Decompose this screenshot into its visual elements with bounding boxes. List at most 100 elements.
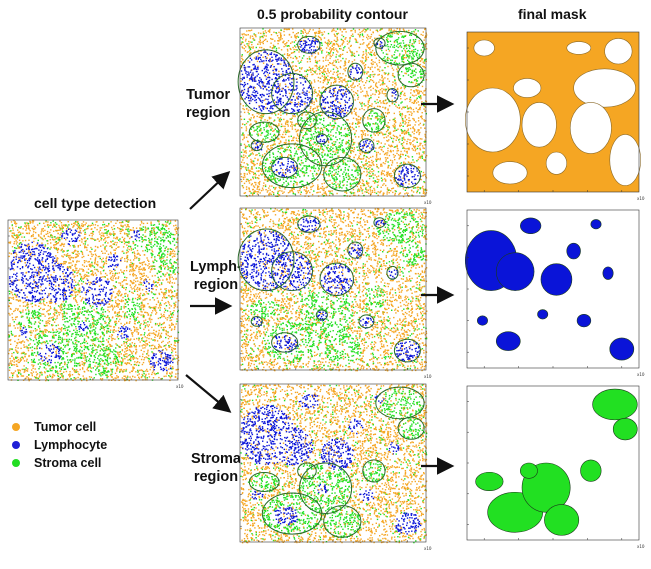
mask-stroma-blob-5 bbox=[475, 471, 504, 492]
region-label-stroma-line1: Stroma bbox=[191, 451, 241, 467]
mask-lymph-blob-10 bbox=[537, 309, 549, 320]
region-label-tumor-line2: region bbox=[186, 105, 231, 121]
contour-1-contour-8 bbox=[358, 314, 375, 329]
region-label-lymph: Lymph- region bbox=[190, 258, 242, 294]
region-label-stroma-line2: region bbox=[193, 469, 239, 485]
contour-0-contour-6 bbox=[271, 156, 299, 179]
contour-0-contour-17 bbox=[248, 121, 280, 143]
contour-0-contour-14 bbox=[323, 156, 362, 192]
contour-panel-lymph: x10⁴ bbox=[232, 204, 432, 380]
contour-1-contour-0 bbox=[237, 228, 295, 292]
contour-map-stroma: x10⁴ bbox=[239, 383, 432, 551]
contour-0-cells bbox=[240, 28, 428, 198]
contour-0-contour-16 bbox=[397, 62, 425, 88]
contour-2-contours bbox=[248, 386, 425, 538]
contour-0-contour-0 bbox=[237, 49, 295, 115]
contour-1-contour-5 bbox=[373, 217, 386, 228]
contour-0-contours bbox=[237, 30, 425, 192]
cell-detection-panel: x10⁴ bbox=[4, 218, 184, 388]
mask-tumor-hole-6 bbox=[492, 161, 528, 185]
contour-0-contour-3 bbox=[297, 35, 321, 54]
contour-panel-tumor: x10⁴ bbox=[232, 24, 432, 206]
mask-stroma-blob-7 bbox=[520, 462, 538, 479]
contour-1-contour-10 bbox=[315, 309, 328, 321]
contour-0-contour-15 bbox=[375, 30, 425, 66]
contour-0-contour-18 bbox=[362, 108, 386, 133]
mask-tumor-hole-5 bbox=[609, 134, 642, 186]
mask-lymph-blob-8 bbox=[576, 313, 592, 328]
contour-2-contour-5 bbox=[248, 471, 280, 492]
mask-map-stroma: x10⁴ bbox=[466, 385, 645, 549]
mask-tumor-hole-7 bbox=[566, 41, 592, 55]
mask-panel-stroma: x10⁴ bbox=[455, 380, 645, 552]
legend-swatch-tumor bbox=[12, 423, 20, 431]
region-label-lymph-line2: region bbox=[193, 277, 239, 293]
contour-map-lymph: x10⁴ bbox=[237, 207, 432, 379]
contour-0-contour-8 bbox=[358, 138, 375, 153]
mask-column-header: final mask bbox=[518, 6, 587, 22]
mask-tumor-exp-label: x10⁴ bbox=[637, 196, 645, 201]
contour-map-tumor: x10⁴ bbox=[237, 27, 432, 205]
contour-1-contour-4 bbox=[347, 241, 364, 259]
mask-tumor-hole-0 bbox=[464, 87, 521, 153]
region-label-lymph-line1: Lymph- bbox=[190, 259, 242, 275]
mask-lymph-blob-5 bbox=[590, 219, 602, 230]
contour-1-contour-7 bbox=[393, 338, 421, 363]
mask-tumor-hole-10 bbox=[545, 151, 568, 175]
contour-panel-stroma: x10⁴ bbox=[232, 380, 432, 552]
arrow-to-tumor bbox=[189, 170, 231, 210]
contour-0-contour-2 bbox=[319, 84, 354, 120]
mask-stroma-blob-6 bbox=[580, 459, 602, 482]
mask-lymph-blob-4 bbox=[566, 242, 581, 260]
contour-2-contour-2 bbox=[323, 505, 362, 538]
mask-lymph-blob-1 bbox=[495, 252, 535, 291]
contour-1-contours bbox=[237, 215, 421, 363]
contour-1-contour-3 bbox=[297, 215, 321, 233]
mask-lymph-blob-9 bbox=[602, 266, 614, 280]
contour-1-cells bbox=[240, 208, 428, 372]
contour-1-exp-label: x10⁴ bbox=[424, 374, 432, 379]
mask-map-lymph: x10⁴ bbox=[464, 209, 645, 377]
region-label-stroma: Stroma region bbox=[191, 450, 241, 486]
mask-panel-tumor: x10⁴ bbox=[455, 26, 645, 204]
mask-lymph-regions bbox=[464, 217, 635, 361]
legend-item-tumor: Tumor cell bbox=[12, 419, 107, 435]
contour-0-contour-9 bbox=[386, 87, 399, 103]
mask-tumor-hole-3 bbox=[573, 68, 636, 108]
mask-panel-lymph: x10⁴ bbox=[455, 204, 645, 380]
mask-tumor-hole-8 bbox=[604, 38, 633, 65]
detection-cells bbox=[8, 220, 180, 382]
mask-lymph-blob-7 bbox=[609, 337, 635, 361]
mask-stroma-blob-4 bbox=[612, 418, 638, 441]
mask-stroma-regions bbox=[475, 388, 638, 536]
mask-lymph-blob-6 bbox=[495, 331, 521, 351]
mask-tumor-hole-2 bbox=[513, 78, 542, 98]
contour-2-contour-3 bbox=[375, 386, 425, 420]
mask-lymph-blob-3 bbox=[520, 217, 542, 234]
contour-0-contour-4 bbox=[347, 62, 364, 81]
mask-lymph-blob-2 bbox=[540, 263, 573, 296]
contour-2-contour-6 bbox=[362, 459, 386, 483]
detection-exp-label: x10⁴ bbox=[176, 384, 184, 388]
contour-1-contour-9 bbox=[386, 265, 399, 280]
contour-0-contour-19 bbox=[297, 111, 317, 130]
contour-2-contour-4 bbox=[397, 416, 425, 440]
contour-0-contour-5 bbox=[373, 37, 386, 49]
contour-0-contour-7 bbox=[393, 163, 421, 189]
contour-1-contour-2 bbox=[319, 262, 354, 296]
mask-tumor-hole-9 bbox=[473, 39, 495, 57]
mask-map-tumor: x10⁴ bbox=[464, 31, 645, 201]
contour-0-contour-1 bbox=[271, 72, 314, 115]
legend-swatch-lymph bbox=[12, 441, 20, 449]
mask-stroma-blob-3 bbox=[592, 388, 638, 421]
contour-2-contour-7 bbox=[297, 462, 317, 480]
legend-label-tumor: Tumor cell bbox=[34, 420, 97, 434]
contour-0-contour-10 bbox=[315, 133, 328, 145]
mask-tumor-regions bbox=[464, 32, 642, 192]
contour-column-header: 0.5 probability contour bbox=[257, 6, 408, 22]
contour-1-contour-11 bbox=[250, 316, 263, 327]
mask-stroma-exp-label: x10⁴ bbox=[637, 544, 645, 549]
mask-stroma-blob-2 bbox=[544, 504, 580, 536]
mask-lymph-blob-11 bbox=[477, 315, 488, 326]
